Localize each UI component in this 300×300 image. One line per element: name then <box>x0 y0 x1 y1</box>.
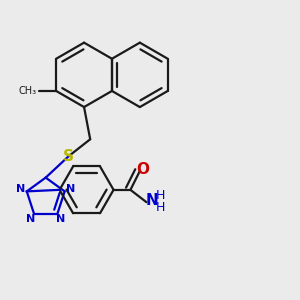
Text: N: N <box>26 214 35 224</box>
Text: N: N <box>146 194 158 208</box>
Text: N: N <box>66 184 75 194</box>
Text: N: N <box>16 184 26 194</box>
Text: S: S <box>63 148 74 164</box>
Text: H: H <box>156 189 165 202</box>
Text: CH₃: CH₃ <box>19 86 37 96</box>
Text: N: N <box>56 214 66 224</box>
Text: H: H <box>156 201 165 214</box>
Text: O: O <box>136 162 149 177</box>
